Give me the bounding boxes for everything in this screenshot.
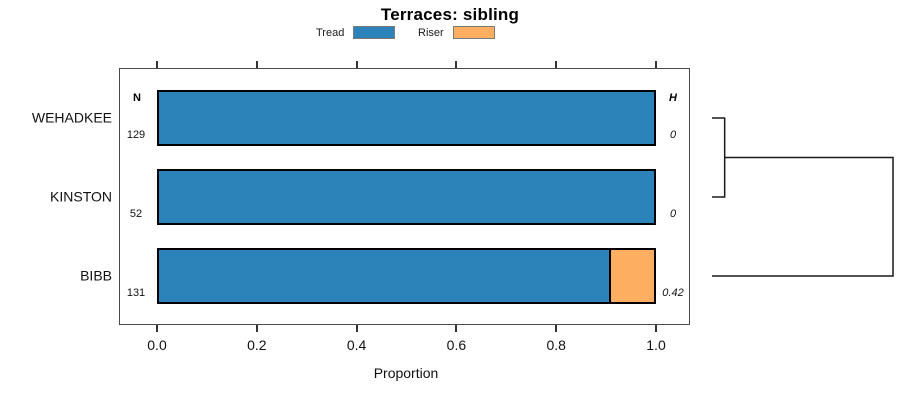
h-column-header: H xyxy=(669,92,677,104)
n-value: 131 xyxy=(126,287,146,299)
bar-segment-riser xyxy=(609,248,656,304)
x-tick-label: 0.8 xyxy=(546,337,566,353)
x-tick-mark-bottom xyxy=(455,325,458,332)
x-tick-label: 1.0 xyxy=(646,337,666,353)
x-tick-mark-top xyxy=(255,61,258,68)
x-tick-mark-top xyxy=(455,61,458,68)
legend-item-riser: Riser xyxy=(418,26,495,39)
n-column-header: N xyxy=(133,92,141,104)
bar-segment-tread xyxy=(157,90,656,146)
h-value: 0 xyxy=(669,208,677,220)
legend-label-riser: Riser xyxy=(418,26,444,39)
plot-box xyxy=(119,68,690,325)
riser-color-swatch xyxy=(452,26,495,39)
x-tick-mark-top xyxy=(555,61,558,68)
x-tick-label: 0.6 xyxy=(446,337,467,353)
x-tick-mark-bottom xyxy=(655,325,657,332)
category-label: KINSTON xyxy=(50,188,112,205)
x-tick-label: 0.2 xyxy=(247,337,267,353)
chart-title: Terraces: sibling xyxy=(380,5,520,24)
x-tick-label: 0.4 xyxy=(346,337,367,353)
n-value: 129 xyxy=(126,129,146,141)
category-label: BIBB xyxy=(80,267,112,284)
x-axis-label: Proportion xyxy=(373,365,439,381)
tread-color-swatch xyxy=(353,26,396,39)
x-tick-mark-top xyxy=(156,61,158,68)
x-tick-mark-top xyxy=(655,61,657,68)
legend-item-tread: Tread xyxy=(316,26,396,39)
dendrogram-lines xyxy=(712,117,894,277)
x-tick-label: 0.0 xyxy=(147,337,167,353)
h-value: 0.42 xyxy=(662,287,684,299)
x-tick-mark-bottom xyxy=(156,325,158,332)
bar-segment-tread xyxy=(157,248,612,304)
x-tick-mark-bottom xyxy=(355,325,358,332)
x-tick-mark-top xyxy=(355,61,358,68)
legend-label-tread: Tread xyxy=(316,26,345,39)
bar-segment-tread xyxy=(157,169,656,225)
category-label: WEHADKEE xyxy=(31,109,112,126)
x-tick-mark-bottom xyxy=(255,325,258,332)
x-tick-mark-bottom xyxy=(555,325,558,332)
h-value: 0 xyxy=(669,129,677,141)
n-value: 52 xyxy=(129,208,143,220)
